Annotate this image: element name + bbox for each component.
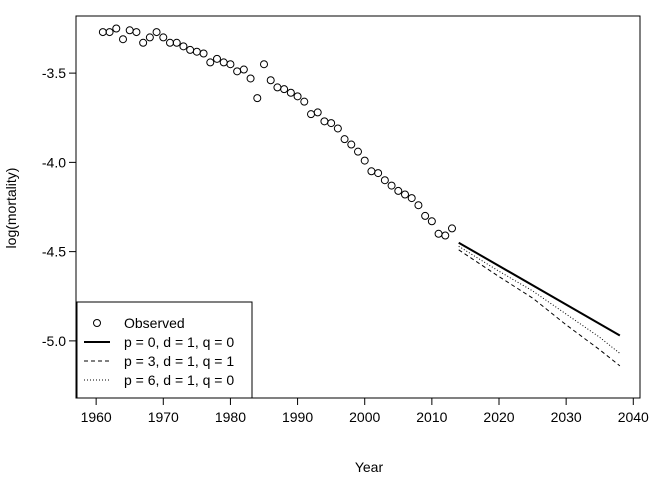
observed-point: [206, 58, 215, 67]
observed-point: [213, 54, 221, 63]
observed-point: [125, 26, 134, 35]
observed-point: [367, 167, 376, 176]
legend-symbol-observed: [93, 319, 101, 327]
x-tick-label-6: 2020: [483, 409, 514, 425]
observed-point: [307, 110, 315, 119]
observed-point: [354, 147, 362, 156]
x-axis-title: Year: [355, 459, 384, 475]
x-tick-label-0: 1960: [81, 409, 112, 425]
observed-point: [327, 119, 336, 128]
observed-point: [441, 231, 450, 240]
observed-point: [199, 49, 208, 58]
x-tick-label-4: 2000: [349, 409, 380, 425]
observed-point: [360, 156, 369, 165]
legend-label-series-1: p = 3, d = 1, q = 1: [124, 353, 234, 369]
y-tick-label-1: -4.5: [42, 244, 66, 260]
observed-point: [132, 28, 141, 37]
observed-point: [233, 67, 242, 76]
observed-point: [105, 28, 114, 37]
observed-point: [186, 45, 195, 54]
plot-area: [98, 24, 621, 367]
observed-point: [119, 35, 127, 44]
observed-point: [246, 74, 255, 83]
observed-point: [112, 24, 121, 33]
observed-point: [145, 33, 154, 42]
observed-point: [434, 229, 443, 238]
observed-point: [179, 42, 188, 51]
y-axis-title: log(mortality): [3, 168, 19, 249]
observed-point: [166, 38, 174, 47]
series-line-2: [458, 245, 621, 354]
observed-point: [401, 190, 409, 199]
observed-point: [313, 108, 322, 117]
observed-point: [414, 201, 423, 210]
observed-point: [380, 176, 389, 185]
observed-point: [159, 33, 168, 42]
observed-point: [333, 124, 342, 133]
observed-point: [374, 169, 383, 178]
observed-point: [293, 92, 302, 101]
y-tick-label-2: -4.0: [42, 154, 66, 170]
axes: Year log(mortality) 1960 1970 1980 1990 2000…: [3, 15, 649, 475]
observed-point: [407, 194, 416, 203]
observed-point: [98, 28, 107, 37]
x-tick-label-3: 1990: [282, 409, 313, 425]
observed-point: [273, 83, 282, 92]
y-tick-label-0: -5.0: [42, 333, 66, 349]
observed-point: [387, 181, 396, 190]
observed-point: [219, 58, 228, 67]
observed-point: [139, 38, 148, 47]
observed-point: [427, 217, 436, 226]
series-line-1: [458, 249, 621, 367]
observed-point: [347, 140, 356, 149]
observed-point: [226, 60, 235, 69]
observed-point: [300, 97, 309, 106]
observed-point: [340, 135, 349, 144]
legend-label-series-2: p = 6, d = 1, q = 0: [124, 372, 234, 388]
observed-point: [192, 47, 201, 56]
observed-point: [253, 94, 262, 103]
x-tick-label-2: 1980: [215, 409, 246, 425]
legend-label-series-0: p = 0, d = 1, q = 0: [124, 334, 234, 350]
observed-point: [320, 117, 329, 126]
y-tick-label-3: -3.5: [42, 65, 66, 81]
observed-point: [448, 224, 456, 233]
series-line-0: [458, 241, 621, 337]
observed-point: [172, 38, 181, 47]
observed-point: [152, 28, 161, 37]
observed-point: [421, 211, 430, 220]
legend-label-observed: Observed: [124, 315, 185, 331]
x-tick-label-1: 1970: [148, 409, 179, 425]
observed-point: [260, 60, 268, 69]
plot-frame: [75, 15, 641, 399]
observed-point: [280, 85, 289, 94]
observed-point: [239, 65, 248, 74]
observed-point: [266, 76, 275, 85]
observed-point: [394, 186, 403, 195]
x-tick-label-8: 2040: [618, 409, 649, 425]
x-tick-label-7: 2030: [551, 409, 582, 425]
legend: Observed p = 0, d = 1, q = 0 p = 3, d = …: [76, 301, 253, 399]
x-tick-label-5: 2010: [416, 409, 447, 425]
observed-point: [286, 88, 295, 97]
legend-box: [76, 301, 253, 399]
